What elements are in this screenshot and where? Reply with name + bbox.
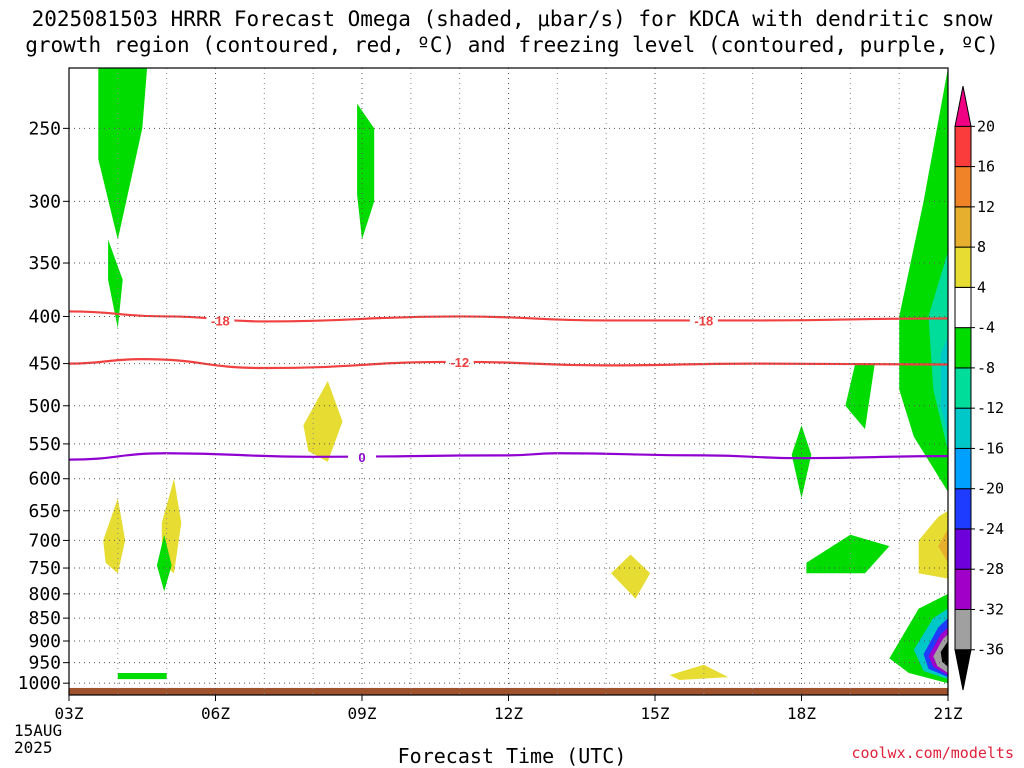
omega-shaded-region <box>940 641 948 667</box>
y-tick-label: 250 <box>28 118 61 139</box>
y-tick-label: 600 <box>28 469 61 490</box>
contour-label: -12 <box>450 355 469 370</box>
x-axis: 03Z 06Z 09Z 12Z 15Z 18Z 21Z <box>55 695 963 723</box>
colorbar-swatch <box>954 206 972 248</box>
x-axis-label: Forecast Time (UTC) <box>397 744 627 768</box>
omega-shaded-region <box>156 534 172 592</box>
colorbar-level-label: 16 <box>977 158 995 176</box>
terrain-fill <box>69 687 948 695</box>
x-tick-label: 18Z <box>787 704 816 723</box>
contour-label-bg <box>689 313 718 328</box>
colorbar-swatch <box>954 286 972 329</box>
colorbar-level-label: 4 <box>977 278 986 296</box>
omega-shaded-region <box>845 363 875 430</box>
y-tick-label: 400 <box>28 306 61 327</box>
y-tick-label: 900 <box>28 631 61 652</box>
omega-shaded-region <box>357 103 375 240</box>
y-axis: 2503003504004505005506006507007508008509… <box>18 118 69 694</box>
x-date-year: 2025 <box>14 738 53 757</box>
colorbar-swatch <box>954 528 972 570</box>
x-axis-date-label: 15AUG 2025 <box>14 722 62 756</box>
colorbar-level-label: 12 <box>977 198 995 216</box>
colorbar-level-label: -8 <box>977 359 995 377</box>
colorbar-level-label: -24 <box>977 520 1004 538</box>
colorbar-level-label: -36 <box>977 641 1004 659</box>
omega-shaded-region <box>117 673 167 680</box>
colorbar-swatch <box>954 568 972 610</box>
omega-shaded-region <box>611 554 651 599</box>
colorbar-swatch <box>954 166 972 208</box>
contour-label-bg <box>445 354 474 369</box>
omega-shaded-region <box>108 239 123 329</box>
colorbar-swatch <box>954 367 972 409</box>
colorbar-swatch <box>954 447 972 490</box>
omega-shaded-region <box>791 425 812 499</box>
omega-shaded-region <box>98 68 148 240</box>
chart-title: 2025081503 HRRR Forecast Omega (shaded, … <box>0 6 1024 58</box>
terrain-bar <box>69 687 948 695</box>
contour-line <box>69 452 948 461</box>
y-tick-label: 950 <box>28 653 61 674</box>
x-tick-label: 15Z <box>641 704 670 723</box>
contour-label: 0 <box>358 450 365 465</box>
colorbar-swatch <box>954 85 972 127</box>
contour-label: -18 <box>694 313 713 328</box>
omega-shaded-region <box>940 336 948 437</box>
colorbar-swatch <box>954 327 972 369</box>
omega-shading <box>98 68 948 684</box>
y-tick-label: 550 <box>28 434 61 455</box>
x-tick-label: 06Z <box>201 704 230 723</box>
colorbar-swatch <box>954 649 972 691</box>
colorbar-swatch <box>954 488 972 530</box>
x-tick-label: 03Z <box>55 704 84 723</box>
y-tick-label: 650 <box>28 501 61 522</box>
colorbar-level-label: 8 <box>977 238 986 256</box>
colorbar-swatch <box>954 125 972 168</box>
title-line-2: growth region (contoured, red, ºC) and f… <box>25 33 999 57</box>
x-tick-label: 21Z <box>934 704 963 723</box>
y-tick-label: 850 <box>28 608 61 629</box>
temperature-contours: -18 -18 -12 0 <box>69 310 948 465</box>
colorbar-level-label: 20 <box>977 117 995 135</box>
omega-shaded-region <box>938 528 948 563</box>
title-line-1: 2025081503 HRRR Forecast Omega (shaded, … <box>31 7 993 31</box>
colorbar: -36 -32 -28 -24 -20 -16 -12 -8 -4 4 8 12 16 20 <box>954 85 1004 691</box>
y-tick-label: 450 <box>28 354 61 375</box>
omega-shaded-region <box>103 498 126 574</box>
colorbar-swatch <box>954 407 972 449</box>
colorbar-level-label: -20 <box>977 480 1004 498</box>
plot-frame <box>68 67 949 696</box>
contour-line <box>69 310 948 323</box>
y-tick-label: 700 <box>28 530 61 551</box>
omega-shaded-region <box>918 510 948 579</box>
colorbar-level-label: -16 <box>977 439 1004 457</box>
omega-shaded-region <box>669 664 729 680</box>
credit-link[interactable]: coolwx.com/modelts <box>851 744 1014 762</box>
y-tick-label: 500 <box>28 396 61 417</box>
x-tick-label: 09Z <box>348 704 377 723</box>
y-tick-label: 800 <box>28 584 61 605</box>
x-date-day: 15AUG <box>14 721 63 740</box>
colorbar-swatch <box>954 608 972 651</box>
contour-label: -18 <box>211 313 230 328</box>
y-tick-label: 300 <box>28 191 61 212</box>
colorbar-swatch <box>954 246 972 288</box>
omega-shaded-region <box>303 381 343 462</box>
y-tick-label: 1000 <box>18 673 61 694</box>
contour-label-bg <box>348 449 376 464</box>
colorbar-level-label: -12 <box>977 399 1004 417</box>
colorbar-level-label: -28 <box>977 560 1004 578</box>
colorbar-level-label: -4 <box>977 319 995 337</box>
y-tick-label: 350 <box>28 253 61 274</box>
contour-line <box>69 358 948 370</box>
plot-grid <box>68 68 949 695</box>
omega-shaded-region <box>806 534 890 574</box>
contour-label-bg <box>206 313 235 328</box>
x-tick-label: 12Z <box>494 704 523 723</box>
y-tick-label: 750 <box>28 558 61 579</box>
colorbar-level-label: -32 <box>977 600 1004 618</box>
